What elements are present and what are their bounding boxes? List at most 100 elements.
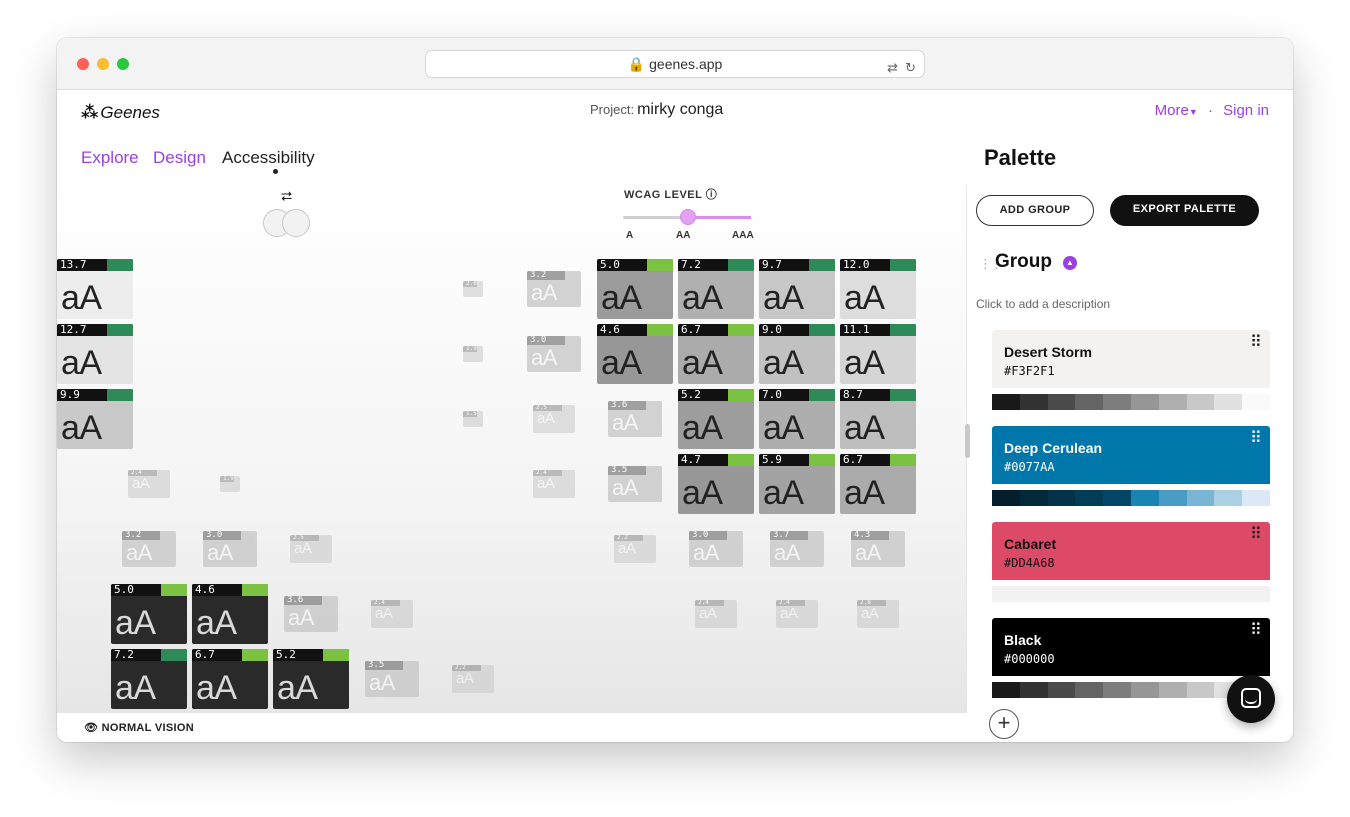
zoom-window-button[interactable] xyxy=(117,58,129,70)
ramp-step[interactable] xyxy=(1242,586,1270,602)
color-name[interactable]: Black xyxy=(1004,632,1042,648)
contrast-swatch[interactable]: 11.1 aA xyxy=(840,324,916,384)
contrast-swatch[interactable]: 2.8 aA xyxy=(857,600,899,628)
contrast-swatch[interactable]: 2.4 aA xyxy=(128,470,170,498)
contrast-swatch[interactable]: 1.5aA xyxy=(463,411,483,427)
ramp-step[interactable] xyxy=(1130,586,1159,602)
color-name[interactable]: Cabaret xyxy=(1004,536,1057,552)
tab-design[interactable]: Design xyxy=(153,148,206,167)
color-name[interactable]: Deep Cerulean xyxy=(1004,440,1103,456)
ramp-step[interactable] xyxy=(1214,586,1243,602)
drag-handle-icon[interactable]: ⠿ xyxy=(1250,430,1263,447)
drag-grip-icon[interactable]: ⋮⋮ xyxy=(979,256,1003,271)
contrast-swatch[interactable]: 3.7 aA xyxy=(770,531,824,567)
ramp-step[interactable] xyxy=(1186,682,1215,698)
contrast-swatch[interactable]: 5.0 aA xyxy=(597,259,673,319)
ramp-step[interactable] xyxy=(1075,682,1104,698)
contrast-swatch[interactable]: 9.9 aA xyxy=(57,389,133,449)
add-group-button[interactable]: ADD GROUP xyxy=(976,195,1094,226)
ramp-step[interactable] xyxy=(1075,490,1104,506)
drag-handle-icon[interactable]: ⠿ xyxy=(1250,622,1263,639)
color-hex[interactable]: #F3F2F1 xyxy=(1004,364,1055,378)
ramp-step[interactable] xyxy=(992,682,1020,698)
contrast-swatch[interactable]: 1.9aA xyxy=(220,476,240,492)
contrast-swatch[interactable]: 3.0 aA xyxy=(203,531,257,567)
ramp-step[interactable] xyxy=(1130,682,1159,698)
more-menu[interactable]: More xyxy=(1154,102,1189,119)
contrast-swatch[interactable]: 1.9aA xyxy=(463,346,483,362)
vision-mode-toggle[interactable]: 👁 NORMAL VISION xyxy=(84,722,194,734)
project-name[interactable]: mirky conga xyxy=(637,101,724,118)
contrast-swatch[interactable]: 12.7 aA xyxy=(57,324,133,384)
ramp-step[interactable] xyxy=(1214,394,1243,410)
close-window-button[interactable] xyxy=(77,58,89,70)
minimize-window-button[interactable] xyxy=(97,58,109,70)
drag-handle-icon[interactable]: ⠿ xyxy=(1250,526,1263,543)
address-bar[interactable]: 🔒 geenes.app ⇄ ↻ xyxy=(425,50,925,78)
contrast-swatch[interactable]: 12.0 aA xyxy=(840,259,916,319)
ramp-step[interactable] xyxy=(992,490,1020,506)
chat-launcher-button[interactable] xyxy=(1227,675,1275,723)
contrast-swatch[interactable]: 2.2 aA xyxy=(614,535,656,563)
ramp-step[interactable] xyxy=(1186,394,1215,410)
contrast-swatch[interactable]: 3.5 aA xyxy=(608,466,662,502)
contrast-swatch[interactable]: 3.2 aA xyxy=(122,531,176,567)
ramp-step[interactable] xyxy=(1103,490,1131,506)
contrast-swatch[interactable]: 8.7 aA xyxy=(840,389,916,449)
color-name[interactable]: Desert Storm xyxy=(1004,344,1092,360)
contrast-swatch[interactable]: 3.0 aA xyxy=(527,336,581,372)
contrast-swatch[interactable]: 6.7 aA xyxy=(678,324,754,384)
contrast-swatch[interactable]: 6.7 aA xyxy=(192,649,268,709)
ramp-step[interactable] xyxy=(1242,490,1270,506)
contrast-swatch[interactable]: 13.7 aA xyxy=(57,259,133,319)
contrast-swatch[interactable]: 4.7 aA xyxy=(678,454,754,514)
add-color-button[interactable]: + xyxy=(989,709,1019,739)
ramp-step[interactable] xyxy=(1242,394,1270,410)
contrast-swatch[interactable]: 4.6 aA xyxy=(597,324,673,384)
ramp-step[interactable] xyxy=(1047,682,1076,698)
color-hex[interactable]: #000000 xyxy=(1004,652,1055,666)
contrast-swatch[interactable]: 7.0 aA xyxy=(759,389,835,449)
ramp-step[interactable] xyxy=(1019,394,1048,410)
ramp-step[interactable] xyxy=(1186,586,1215,602)
ramp-step[interactable] xyxy=(992,394,1020,410)
ramp-step[interactable] xyxy=(1103,586,1131,602)
color-card[interactable]: Cabaret #DD4A68 ⠿ xyxy=(992,522,1270,580)
ramp-step[interactable] xyxy=(1019,586,1048,602)
tab-explore[interactable]: Explore xyxy=(81,148,139,167)
group-description[interactable]: Click to add a description xyxy=(976,297,1111,311)
wcag-slider-handle[interactable] xyxy=(680,209,696,225)
color-card[interactable]: Deep Cerulean #0077AA ⠿ xyxy=(992,426,1270,484)
contrast-swatch[interactable]: 2.0aA xyxy=(463,281,483,297)
ramp-step[interactable] xyxy=(1186,490,1215,506)
ramp-step[interactable] xyxy=(1019,682,1048,698)
ramp-step[interactable] xyxy=(1075,394,1104,410)
contrast-swatch[interactable]: 3.2 aA xyxy=(527,271,581,307)
swap-colors-icon[interactable]: ⮂ xyxy=(281,188,293,204)
group-title[interactable]: Group xyxy=(995,251,1052,272)
ramp-step[interactable] xyxy=(1103,394,1131,410)
contrast-swatch[interactable]: 9.7 aA xyxy=(759,259,835,319)
color-hex[interactable]: #0077AA xyxy=(1004,460,1055,474)
contrast-swatch[interactable]: 3.6 aA xyxy=(284,596,338,632)
ramp-step[interactable] xyxy=(1158,682,1187,698)
ramp-step[interactable] xyxy=(1130,490,1159,506)
contrast-swatch[interactable]: 6.7 aA xyxy=(840,454,916,514)
ramp-step[interactable] xyxy=(1214,490,1243,506)
ramp-step[interactable] xyxy=(1158,490,1187,506)
ramp-step[interactable] xyxy=(1158,394,1187,410)
translate-icon[interactable]: ⇄ xyxy=(887,60,898,75)
contrast-swatch[interactable]: 3.5 aA xyxy=(365,661,419,697)
info-icon[interactable]: ⓘ xyxy=(705,189,718,201)
contrast-swatch[interactable]: 2.4 aA xyxy=(371,600,413,628)
contrast-swatch[interactable]: 3.0 aA xyxy=(689,531,743,567)
contrast-swatch[interactable]: 9.0 aA xyxy=(759,324,835,384)
background-circle[interactable] xyxy=(282,209,310,237)
contrast-swatch[interactable]: 4.6 aA xyxy=(192,584,268,644)
reload-icon[interactable]: ↻ xyxy=(905,60,916,75)
contrast-swatch[interactable]: 7.2 aA xyxy=(678,259,754,319)
ramp-step[interactable] xyxy=(1047,490,1076,506)
ramp-step[interactable] xyxy=(1047,394,1076,410)
contrast-swatch[interactable]: 5.2 aA xyxy=(678,389,754,449)
contrast-swatch[interactable]: 2.4 aA xyxy=(776,600,818,628)
